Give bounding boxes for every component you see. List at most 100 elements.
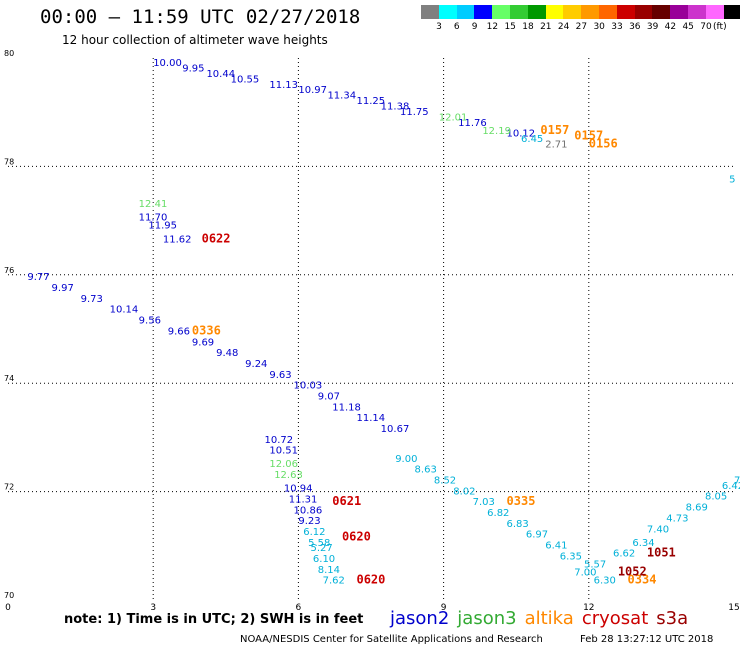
y-tick-label: 78	[4, 157, 14, 166]
x-tick-label: 9	[441, 603, 447, 613]
wave-height-value: 11.62	[163, 234, 192, 245]
wave-height-value: 10.72	[265, 435, 294, 446]
wave-height-value: 6.10	[313, 554, 335, 565]
wave-height-value: 10.55	[231, 74, 260, 85]
wave-height-value: 5.58	[308, 538, 330, 549]
wave-height-value: 10.94	[284, 484, 313, 495]
wave-height-value: 9.48	[216, 348, 238, 359]
axis-ticks: 0 3 6 9 12 15 70 72 74 76 78 80	[4, 49, 740, 613]
wave-height-value: 11.18	[332, 402, 361, 413]
pass-time-label: 0334	[628, 573, 657, 587]
color-scale-tick: 3	[436, 22, 442, 32]
wave-height-value: 6.83	[507, 519, 529, 530]
wave-height-value: 11.25	[356, 96, 385, 107]
pass-time-label: 0620	[356, 573, 385, 587]
color-swatch	[705, 5, 724, 19]
wave-height-value: 8.14	[318, 565, 340, 576]
chart-subtitle: 12 hour collection of altimeter wave hei…	[62, 33, 328, 47]
wave-height-value: 12.63	[274, 470, 303, 481]
color-swatch	[599, 5, 617, 19]
wave-height-value: 10.51	[269, 446, 298, 457]
color-scale-tick: 12	[486, 22, 499, 32]
wave-height-value: 6.34	[632, 538, 654, 549]
color-scale-tick: 70	[700, 22, 712, 32]
wave-height-value: 10.14	[110, 305, 139, 316]
chart-title: 00:00 – 11:59 UTC 02/27/2018	[40, 6, 361, 28]
y-tick-label: 80	[4, 49, 14, 58]
wave-height-value: 7.40	[647, 524, 669, 535]
wave-height-value: 10.67	[381, 424, 410, 435]
color-swatch	[438, 5, 457, 19]
pass-time-label: 0621	[332, 494, 361, 508]
pass-time-label: 1051	[647, 546, 676, 560]
color-scale-tick: 27	[575, 22, 588, 32]
y-tick-label: 76	[4, 266, 14, 275]
wave-height-value: 9.73	[81, 294, 103, 305]
pass-time-label: 0622	[202, 231, 231, 245]
wave-height-value: 6.41	[545, 541, 567, 552]
legend-entry-jason3: jason3	[457, 608, 517, 629]
color-swatch	[492, 5, 511, 19]
color-scale-tick: 45	[682, 22, 694, 32]
x-tick-label: 3	[150, 603, 156, 613]
wave-height-value: 5.57	[584, 559, 606, 570]
wave-height-value: 8.69	[686, 503, 708, 514]
color-swatch	[581, 5, 600, 19]
footnote: note: 1) Time is in UTC; 2) SWH is in fe…	[64, 612, 364, 627]
color-swatch	[652, 5, 671, 19]
color-swatch	[688, 5, 706, 19]
y-tick-label: 72	[4, 483, 14, 492]
wave-height-value: 8.63	[415, 465, 437, 476]
color-scale-tick: 36	[629, 22, 641, 32]
color-swatch	[527, 5, 546, 19]
wave-height-value: 9.97	[52, 283, 74, 294]
wave-height-value: 7.00	[574, 568, 596, 579]
x-tick-label: 15	[728, 603, 739, 613]
pass-time-label: 0336	[192, 323, 221, 337]
y-tick-label: 74	[4, 374, 14, 383]
wave-height-value: 11.75	[400, 107, 429, 118]
wave-height-value: 6.35	[560, 551, 582, 562]
satellite-legend: jason2 jason3 altika cryosat s3a	[390, 608, 696, 629]
grid	[8, 58, 734, 600]
wave-height-value: 10.00	[153, 58, 182, 69]
pass-time-label: 0620	[342, 529, 371, 543]
x-tick-label: 6	[296, 603, 302, 613]
wave-height-value: 12.01	[439, 112, 468, 123]
pass-time-label: 0157	[540, 123, 569, 137]
wave-height-value: 11.31	[289, 494, 318, 505]
wave-height-value: 4.73	[666, 513, 688, 524]
wave-height-value: 11.70	[139, 213, 168, 224]
wave-height-value: 5.27	[311, 543, 333, 554]
color-scale-tick: 33	[611, 22, 623, 32]
wave-height-value: 2.71	[545, 139, 567, 150]
legend-entry-s3a: s3a	[656, 608, 689, 629]
color-scale-tick: 15	[504, 22, 516, 32]
pass-time-label: 0335	[507, 494, 536, 508]
color-swatch	[616, 5, 635, 19]
timestamp-text: Feb 28 13:27:12 UTC 2018	[580, 634, 714, 645]
color-scale-tick: 30	[593, 22, 605, 32]
wave-height-value: 9.95	[182, 64, 204, 75]
wave-height-value: 9.63	[269, 370, 291, 381]
color-scale-tick: 6	[453, 22, 460, 32]
x-tick-label: 0	[5, 603, 11, 613]
color-scale-tick: 18	[522, 22, 534, 32]
wave-height-value: 9.07	[318, 391, 340, 402]
color-swatch	[456, 5, 475, 19]
color-swatch	[510, 5, 528, 19]
wave-height-value: 6.42	[722, 481, 740, 492]
wave-height-value: 11.14	[356, 413, 385, 424]
legend-entry-altika: altika	[524, 608, 574, 629]
color-scale-tick: 42	[664, 22, 677, 32]
wave-height-value: 12.41	[139, 199, 168, 210]
color-swatch	[723, 5, 740, 19]
wave-height-value: 6.45	[521, 134, 543, 145]
wave-height-value: 6.30	[594, 576, 616, 587]
wave-height-value: 9.00	[395, 454, 417, 465]
wave-height-value: 6.82	[487, 508, 509, 519]
wave-height-value: 9.77	[27, 272, 49, 283]
wave-height-value: 8.02	[453, 486, 475, 497]
credit-text: NOAA/NESDIS Center for Satellite Applica…	[240, 634, 543, 645]
